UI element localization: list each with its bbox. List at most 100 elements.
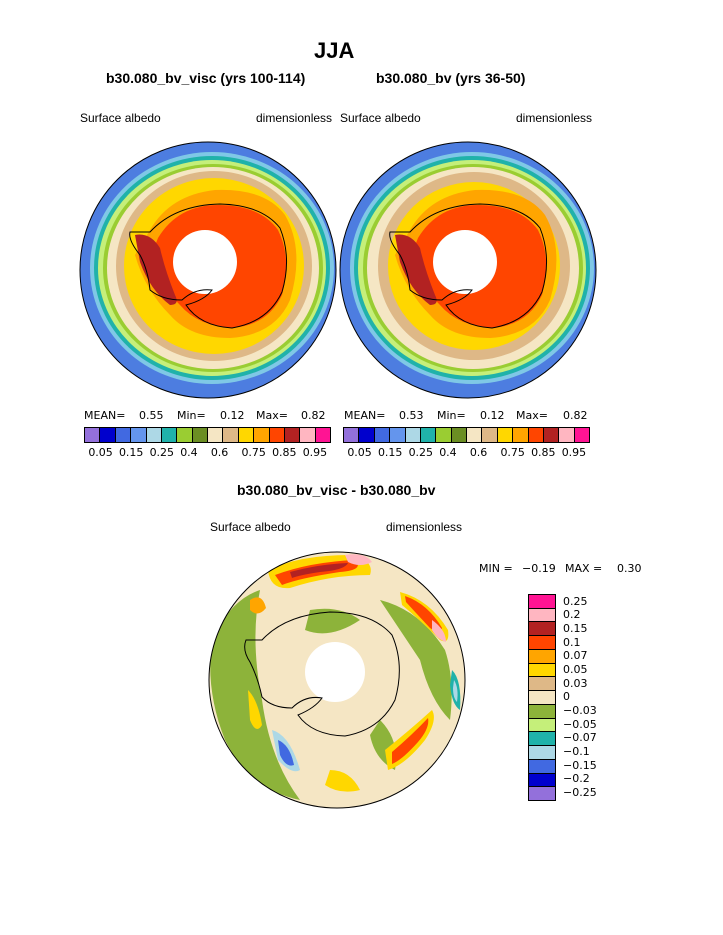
colorbar-swatch bbox=[529, 636, 555, 650]
panel1-max-value: 0.82 bbox=[301, 409, 326, 422]
panel1-min-value: 0.12 bbox=[220, 409, 245, 422]
colorbar-swatch bbox=[529, 773, 555, 788]
colorbar-swatch bbox=[529, 704, 555, 719]
colorbar-swatch bbox=[529, 663, 555, 678]
colorbar-swatch bbox=[451, 428, 467, 442]
albedo-colorbar-2 bbox=[343, 427, 590, 443]
colorbar-swatch bbox=[529, 595, 555, 609]
colorbar-swatch bbox=[254, 428, 270, 442]
colorbar-swatch bbox=[543, 428, 560, 442]
panel1-case-title: b30.080_bv_visc (yrs 100-114) bbox=[106, 70, 306, 86]
colorbar-tick-label: 0.05 bbox=[347, 446, 372, 459]
colorbar-tick-label: 0.15 bbox=[118, 446, 144, 459]
colorbar-swatch bbox=[529, 691, 555, 705]
colorbar-swatch bbox=[238, 428, 255, 442]
panel2-mean-value: 0.53 bbox=[399, 409, 424, 422]
difference-colorbar bbox=[528, 594, 556, 801]
colorbar-swatch bbox=[344, 428, 360, 442]
difference-variable-label: Surface albedo bbox=[210, 520, 291, 534]
colorbar-swatch bbox=[300, 428, 316, 442]
colorbar-swatch bbox=[359, 428, 375, 442]
colorbar-swatch bbox=[315, 428, 330, 442]
panel2-max-value: 0.82 bbox=[563, 409, 588, 422]
colorbar-swatch bbox=[374, 428, 391, 442]
colorbar-swatch bbox=[436, 428, 452, 442]
colorbar-swatch bbox=[559, 428, 575, 442]
colorbar-swatch bbox=[529, 759, 555, 774]
albedo-colorbar-1 bbox=[84, 427, 331, 443]
colorbar-swatch bbox=[528, 428, 544, 442]
colorbar-swatch bbox=[529, 746, 555, 760]
colorbar-swatch bbox=[208, 428, 224, 442]
colorbar-tick-label: 0.05 bbox=[563, 663, 588, 676]
colorbar-tick-label: 0.75 bbox=[241, 446, 266, 459]
colorbar-tick-label: 0.4 bbox=[180, 446, 198, 459]
colorbar-tick-label: 0.25 bbox=[563, 594, 588, 608]
difference-title: b30.080_bv_visc - b30.080_bv bbox=[237, 482, 436, 498]
colorbar-swatch bbox=[177, 428, 193, 442]
colorbar-swatch bbox=[529, 732, 555, 747]
colorbar-swatch bbox=[85, 428, 101, 442]
difference-min-label: MIN = bbox=[479, 562, 513, 575]
colorbar-tick-label: 0.25 bbox=[408, 446, 434, 459]
colorbar-swatch bbox=[192, 428, 208, 442]
panel2-units-label: dimensionless bbox=[516, 111, 593, 125]
panel1-variable-label: Surface albedo bbox=[80, 111, 161, 125]
difference-max-label: MAX = bbox=[565, 562, 603, 575]
colorbar-tick-label: 0.05 bbox=[88, 446, 113, 459]
colorbar-swatch bbox=[146, 428, 162, 442]
colorbar-swatch bbox=[405, 428, 421, 442]
difference-units-label: dimensionless bbox=[386, 520, 463, 534]
colorbar-tick-label: 0.15 bbox=[563, 622, 588, 635]
colorbar-swatch bbox=[529, 649, 555, 664]
colorbar-swatch bbox=[529, 718, 555, 733]
colorbar-swatch bbox=[131, 428, 147, 442]
panel1-units-label: dimensionless bbox=[256, 111, 333, 125]
colorbar-swatch bbox=[161, 428, 178, 442]
panel1-mean-value: 0.55 bbox=[139, 409, 164, 422]
colorbar-swatch bbox=[529, 622, 555, 637]
panel2-mean-label: MEAN= bbox=[344, 409, 386, 422]
colorbar-tick-label: 0.6 bbox=[210, 446, 229, 459]
panel2-max-label: Max= bbox=[516, 409, 548, 422]
colorbar-tick-label: 0.6 bbox=[469, 446, 488, 459]
colorbar-tick-label: −0.25 bbox=[563, 786, 597, 799]
panel2-variable-label: Surface albedo bbox=[340, 111, 421, 125]
page-title: JJA bbox=[314, 38, 355, 63]
colorbar-tick-label: −0.05 bbox=[563, 717, 597, 731]
colorbar-swatch bbox=[115, 428, 132, 442]
panel1-min-label: Min= bbox=[177, 409, 206, 422]
colorbar-tick-label: 0.25 bbox=[149, 446, 175, 459]
colorbar-tick-label: 0.85 bbox=[272, 446, 297, 459]
colorbar-tick-label: 0.75 bbox=[500, 446, 525, 459]
colorbar-swatch bbox=[223, 428, 239, 442]
colorbar-tick-label: 0.95 bbox=[302, 446, 328, 459]
difference-min-value: −0.19 bbox=[522, 562, 556, 575]
colorbar-swatch bbox=[420, 428, 437, 442]
colorbar-tick-label: −0.03 bbox=[563, 704, 597, 717]
colorbar-tick-label: −0.1 bbox=[563, 745, 590, 758]
colorbar-tick-label: 0.07 bbox=[563, 649, 588, 663]
colorbar-swatch bbox=[497, 428, 514, 442]
panel2-case-title: b30.080_bv (yrs 36-50) bbox=[376, 70, 526, 86]
colorbar-swatch bbox=[269, 428, 285, 442]
colorbar-swatch bbox=[513, 428, 529, 442]
colorbar-swatch bbox=[390, 428, 406, 442]
colorbar-tick-label: 0.4 bbox=[439, 446, 457, 459]
colorbar-swatch bbox=[574, 428, 589, 442]
colorbar-tick-label: 0 bbox=[563, 690, 570, 704]
colorbar-tick-label: 0.85 bbox=[531, 446, 556, 459]
panel2-min-value: 0.12 bbox=[480, 409, 505, 422]
colorbar-tick-label: −0.2 bbox=[563, 772, 590, 786]
colorbar-tick-label: 0.95 bbox=[561, 446, 587, 459]
difference-max-value: 0.30 bbox=[617, 562, 642, 575]
colorbar-swatch bbox=[284, 428, 301, 442]
panel1-mean-label: MEAN= bbox=[84, 409, 126, 422]
colorbar-tick-label: −0.15 bbox=[563, 758, 597, 772]
colorbar-tick-label: 0.03 bbox=[563, 676, 588, 690]
colorbar-tick-label: −0.07 bbox=[563, 731, 597, 745]
panel1-max-label: Max= bbox=[256, 409, 288, 422]
colorbar-tick-label: 0.15 bbox=[377, 446, 403, 459]
colorbar-swatch bbox=[529, 608, 555, 623]
